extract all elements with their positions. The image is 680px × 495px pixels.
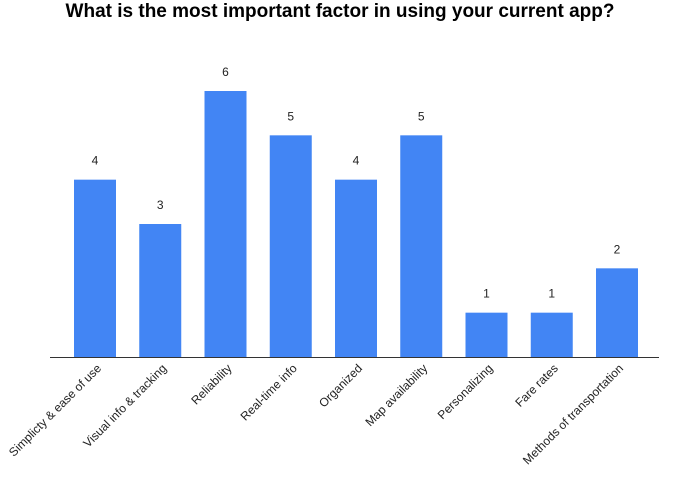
x-tick-label: Map availability	[362, 361, 430, 429]
data-labels-group: 4 3 6 5 4 5 1 1 2	[92, 65, 621, 301]
data-label: 5	[287, 109, 294, 123]
x-tick-label: Reliability	[188, 361, 234, 407]
bar	[204, 91, 247, 357]
data-label: 6	[222, 65, 229, 79]
data-label: 3	[157, 198, 164, 212]
data-label: 4	[92, 154, 99, 168]
x-tick-label: Real-time info	[238, 361, 300, 423]
data-label: 2	[614, 242, 621, 256]
x-tick-label: Fare rates	[512, 361, 561, 410]
x-tick-label: Personalizing	[435, 361, 496, 422]
bar	[530, 312, 573, 357]
bar	[269, 135, 312, 357]
bars-group	[74, 91, 638, 357]
data-label: 1	[483, 287, 490, 301]
bar	[74, 179, 116, 357]
chart-title: What is the most important factor in usi…	[66, 1, 615, 22]
bar	[465, 312, 508, 357]
data-label: 1	[548, 287, 555, 301]
data-label: 4	[353, 154, 360, 168]
x-tick-label: Organized	[316, 361, 365, 410]
bar	[139, 224, 182, 357]
data-label: 5	[418, 109, 425, 123]
bar	[335, 179, 377, 357]
bar	[596, 268, 638, 357]
bar	[400, 135, 443, 357]
